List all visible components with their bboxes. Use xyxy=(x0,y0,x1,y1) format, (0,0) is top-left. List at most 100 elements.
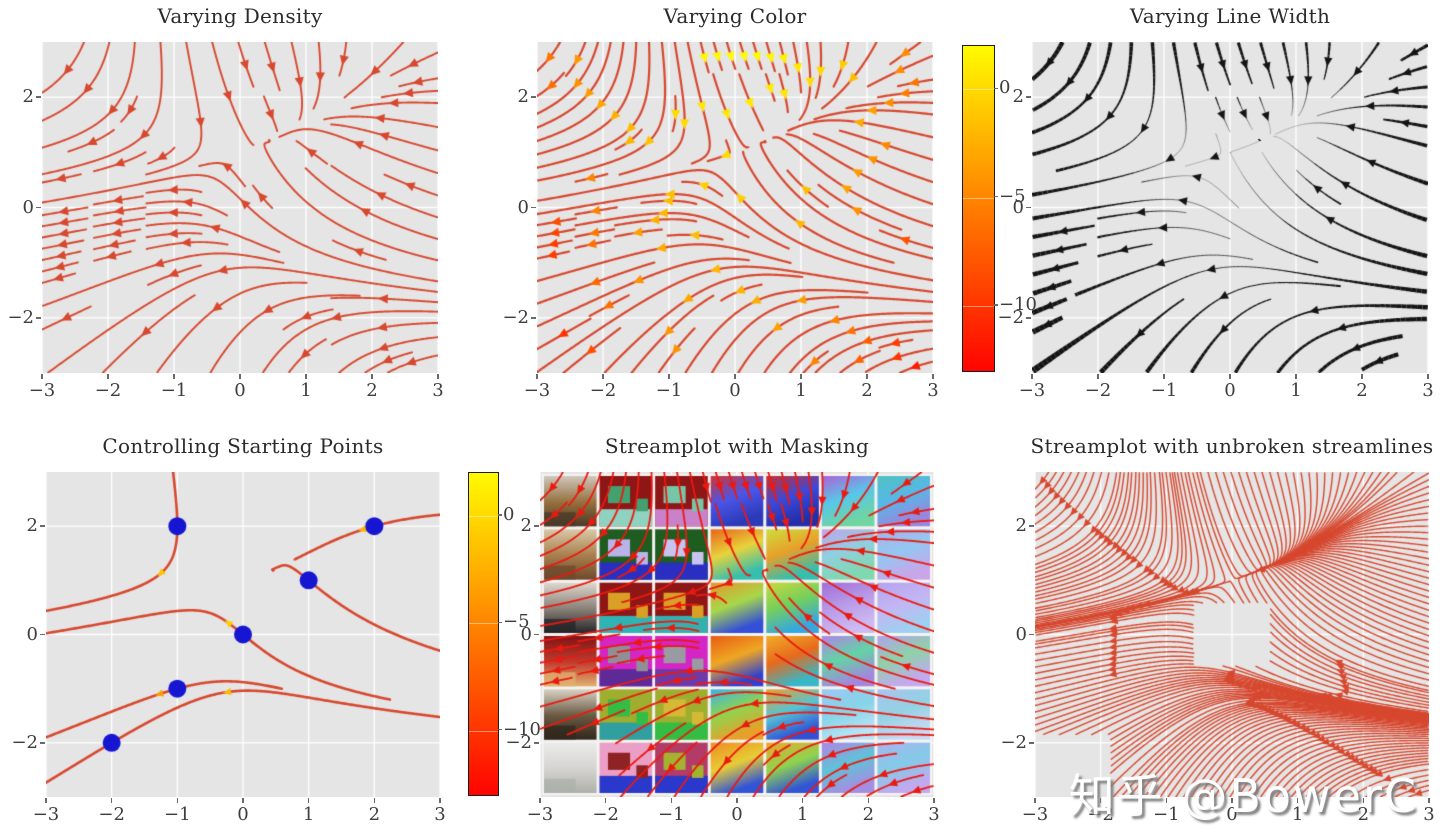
x-tick-label: −2 xyxy=(1087,804,1114,825)
y-tick-label: 2 xyxy=(1015,515,1027,537)
x-tick-label: −1 xyxy=(164,804,191,825)
x-tick-label: −2 xyxy=(98,804,125,825)
x-tick-label: 3 xyxy=(1422,380,1434,401)
tick-mark xyxy=(239,374,241,379)
varying-color-colorbar xyxy=(962,45,995,372)
tick-mark xyxy=(668,374,670,379)
x-tick-label: −1 xyxy=(160,380,188,401)
y-tick-label: 2 xyxy=(517,86,529,108)
varying-color-plot xyxy=(537,42,933,373)
x-tick-label: 2 xyxy=(1357,804,1370,825)
tick-mark xyxy=(1362,798,1365,803)
x-tick-label: 2 xyxy=(862,804,875,825)
tick-mark xyxy=(531,96,536,98)
x-tick-label: −2 xyxy=(592,804,619,825)
subplot-title-varying-density: Varying Density xyxy=(157,4,323,28)
y-tick-label: 0 xyxy=(517,196,529,218)
x-tick-label: 2 xyxy=(368,804,381,825)
x-tick-label: 0 xyxy=(731,804,743,825)
tick-mark xyxy=(536,374,538,379)
tick-mark xyxy=(1165,798,1168,803)
tick-mark xyxy=(1163,374,1165,379)
colorbar-gridline xyxy=(963,197,994,199)
colorbar-tick-label: −5 xyxy=(503,611,530,633)
tick-mark xyxy=(534,525,539,527)
subplot-title-masking: Streamplot with Masking xyxy=(604,434,870,458)
x-tick-label: 3 xyxy=(1423,804,1435,825)
x-tick-label: 1 xyxy=(795,380,807,401)
y-tick-label: −2 xyxy=(505,731,532,753)
tick-mark xyxy=(242,798,244,803)
tick-mark xyxy=(437,374,439,379)
x-tick-label: −1 xyxy=(1153,804,1180,825)
x-tick-label: 0 xyxy=(237,804,249,825)
y-tick-label: 2 xyxy=(22,86,34,108)
tick-mark xyxy=(173,374,175,379)
y-tick-label: 2 xyxy=(26,515,38,537)
subplot-title-unbroken: Streamplot with unbroken streamlines xyxy=(1030,434,1434,458)
tick-mark xyxy=(534,742,539,744)
y-tick-label: −2 xyxy=(11,731,38,753)
tick-mark xyxy=(994,87,998,90)
y-tick-label: 2 xyxy=(1012,86,1024,108)
tick-mark xyxy=(867,798,870,803)
colorbar-tick-label: 0 xyxy=(503,503,515,525)
x-tick-label: 0 xyxy=(729,380,741,401)
tick-mark xyxy=(1097,374,1099,379)
tick-mark xyxy=(1295,374,1297,379)
tick-mark xyxy=(534,633,539,636)
tick-mark xyxy=(1029,742,1034,744)
y-tick-label: 0 xyxy=(1015,623,1027,645)
colorbar-gridline xyxy=(469,623,498,625)
tick-mark xyxy=(45,798,47,803)
x-tick-label: −2 xyxy=(94,380,122,401)
colorbar-tick-label: −10 xyxy=(503,718,541,740)
tick-mark xyxy=(110,798,113,803)
starting-points-plot xyxy=(46,472,440,797)
tick-mark xyxy=(1026,206,1031,209)
tick-mark xyxy=(604,798,607,803)
tick-mark xyxy=(1029,633,1034,636)
tick-mark xyxy=(373,798,376,803)
tick-mark xyxy=(40,633,45,636)
tick-mark xyxy=(498,621,502,624)
x-tick-label: −1 xyxy=(655,380,683,401)
tick-mark xyxy=(736,798,738,803)
x-tick-label: 1 xyxy=(796,804,809,825)
y-tick-label: 0 xyxy=(520,623,532,645)
x-tick-label: 1 xyxy=(302,804,315,825)
tick-mark xyxy=(994,195,998,198)
colorbar-gridline xyxy=(963,89,994,91)
tick-mark xyxy=(1296,798,1299,803)
tick-mark xyxy=(602,374,604,379)
x-tick-label: 2 xyxy=(366,380,378,401)
tick-mark xyxy=(41,374,43,379)
tick-mark xyxy=(1034,798,1036,803)
y-tick-label: 0 xyxy=(26,623,38,645)
x-tick-label: 0 xyxy=(234,380,246,401)
x-tick-label: −3 xyxy=(526,804,554,825)
subplot-title-varying-line-width: Varying Line Width xyxy=(1129,4,1331,28)
tick-mark xyxy=(1029,525,1034,527)
subplot-title-starting-points: Controlling Starting Points xyxy=(102,434,384,458)
tick-mark xyxy=(933,798,935,803)
tick-mark xyxy=(800,374,802,379)
starting-points-colorbar xyxy=(468,472,499,796)
colorbar-gridline xyxy=(469,515,498,517)
x-tick-label: −3 xyxy=(523,380,551,401)
x-tick-label: −2 xyxy=(1084,380,1112,401)
x-tick-label: 2 xyxy=(861,380,873,401)
x-tick-label: −3 xyxy=(1021,804,1049,825)
tick-mark xyxy=(1031,374,1033,379)
tick-mark xyxy=(866,374,868,379)
watermark: 知乎 @BowerC xyxy=(1068,769,1418,823)
x-tick-label: 0 xyxy=(1226,804,1238,825)
tick-mark xyxy=(107,374,109,379)
x-tick-label: 1 xyxy=(1290,380,1302,401)
x-tick-label: 1 xyxy=(1291,804,1304,825)
unbroken-streamlines-plot xyxy=(1035,472,1429,797)
tick-mark xyxy=(498,728,502,731)
y-tick-label: 2 xyxy=(520,515,532,537)
tick-mark xyxy=(539,798,541,803)
